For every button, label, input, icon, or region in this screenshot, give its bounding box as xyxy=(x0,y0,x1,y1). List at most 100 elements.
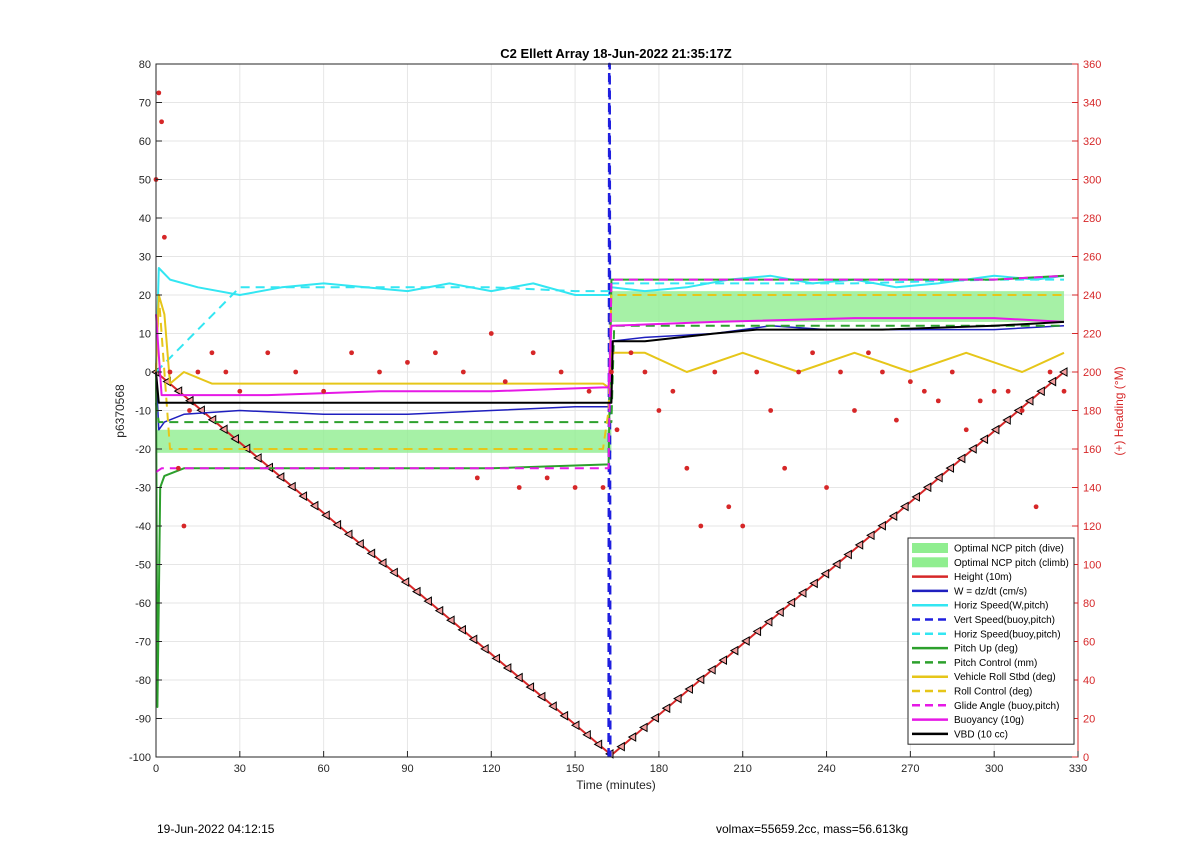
y-tick-label: 50 xyxy=(139,175,151,187)
height-marker xyxy=(684,684,693,694)
heading-point xyxy=(768,408,774,413)
height-marker xyxy=(207,414,217,425)
height-marker xyxy=(400,577,410,587)
height-marker xyxy=(593,739,603,750)
x-axis-label: Time (minutes) xyxy=(576,778,656,792)
height-marker xyxy=(1059,367,1068,377)
height-marker xyxy=(423,596,432,607)
legend-label: Pitch Control (mm) xyxy=(954,658,1037,669)
axes: 0 30 60 90 120 150 180 210 240 270 300 330-100-90-8… xyxy=(129,59,1101,775)
heading-point xyxy=(782,465,788,471)
legend-label: Glide Angle (buoy,pitch) xyxy=(954,701,1059,712)
heading-point xyxy=(935,398,941,404)
legend-swatch xyxy=(912,557,948,568)
height-marker xyxy=(230,433,239,444)
x-tick-label: 330 xyxy=(1069,763,1087,775)
height-marker xyxy=(922,482,932,493)
y2-tick-label: 320 xyxy=(1083,136,1101,148)
x-tick-label: 30 xyxy=(234,763,246,775)
x-tick-label: 90 xyxy=(401,763,413,775)
legend-label: Pitch Up (deg) xyxy=(954,644,1018,655)
legend-box xyxy=(907,537,1075,745)
heading-point xyxy=(377,369,382,375)
height-marker xyxy=(661,703,671,714)
height-marker xyxy=(434,605,444,616)
heading-point xyxy=(321,388,327,394)
series-line xyxy=(155,324,1064,424)
height-marker xyxy=(911,492,920,502)
height-marker xyxy=(673,693,682,704)
heading-point xyxy=(187,408,192,413)
height-marker xyxy=(786,597,796,608)
height-marker xyxy=(309,500,319,511)
height-marker xyxy=(968,443,977,454)
heading-point xyxy=(963,427,969,433)
y2-tick-label: 160 xyxy=(1083,444,1101,456)
series-line xyxy=(155,274,1065,473)
height-marker xyxy=(820,568,830,579)
height-marker xyxy=(741,636,750,646)
legend: Optimal NCP pitch (dive) Optimal NCP pitc… xyxy=(907,537,1075,745)
heading-point xyxy=(432,350,438,356)
y-tick-label: 40 xyxy=(139,213,151,225)
height-marker xyxy=(457,624,466,635)
heading-point xyxy=(586,388,592,394)
heading-point xyxy=(838,369,843,375)
y-tick-label: 70 xyxy=(139,98,151,110)
heading-point xyxy=(181,523,187,529)
height-marker xyxy=(616,741,625,752)
heading-point xyxy=(628,350,634,356)
series-line xyxy=(155,314,1065,397)
footer-timestamp: 19-Jun-2022 04:12:15 xyxy=(157,822,275,836)
legend-label: Optimal NCP pitch (climb) xyxy=(954,558,1069,569)
legend-label: Vehicle Roll Stbd (deg) xyxy=(954,672,1056,683)
height-marker xyxy=(446,615,455,626)
y2-tick-label: 220 xyxy=(1083,329,1101,341)
height-marker xyxy=(412,586,421,597)
height-marker xyxy=(752,626,762,637)
bands xyxy=(156,291,1065,453)
legend-swatch xyxy=(912,543,948,553)
height-marker xyxy=(707,664,716,675)
height-marker xyxy=(775,607,784,618)
heading-point xyxy=(502,379,508,385)
x-tick-label: 300 xyxy=(985,763,1003,775)
heading-point xyxy=(614,427,620,433)
heading-point xyxy=(684,465,690,471)
heading-point xyxy=(866,350,871,356)
y2-tick-label: 180 xyxy=(1083,406,1101,418)
y2-tick-label: 360 xyxy=(1083,59,1101,71)
y2-tick-label: 20 xyxy=(1083,714,1095,726)
height-marker xyxy=(945,463,955,473)
heading-point xyxy=(293,369,299,375)
y2-tick-label: 60 xyxy=(1083,637,1095,649)
height-marker xyxy=(548,701,557,712)
heading-point xyxy=(349,350,354,356)
heading-point xyxy=(460,369,466,375)
height-marker xyxy=(366,548,376,559)
heading-point xyxy=(852,408,857,413)
heading-point xyxy=(893,417,899,423)
heading-point xyxy=(740,523,746,529)
y-tick-label: 30 xyxy=(139,252,151,264)
height-marker xyxy=(900,501,909,512)
heading-point xyxy=(237,388,243,394)
y-tick-label: -30 xyxy=(135,483,151,495)
y-tick-label: -40 xyxy=(135,521,151,533)
x-tick-label: 60 xyxy=(318,763,330,775)
height-marker xyxy=(275,472,285,482)
height-marker xyxy=(480,644,489,654)
y-axis-label: p6370568 xyxy=(113,384,127,438)
heading-point xyxy=(167,369,173,375)
legend-label: VBD (10 cc) xyxy=(954,729,1008,740)
heading-point xyxy=(977,398,983,404)
heading-point xyxy=(712,369,718,375)
y-tick-label: -80 xyxy=(135,675,151,687)
height-marker xyxy=(298,491,308,501)
heading-point xyxy=(161,234,167,240)
series-line xyxy=(155,294,1064,450)
legend-label: Buoyancy (10g) xyxy=(954,715,1024,726)
x-tick-label: 240 xyxy=(817,763,835,775)
heading-point xyxy=(824,485,829,490)
height-marker xyxy=(956,453,966,464)
